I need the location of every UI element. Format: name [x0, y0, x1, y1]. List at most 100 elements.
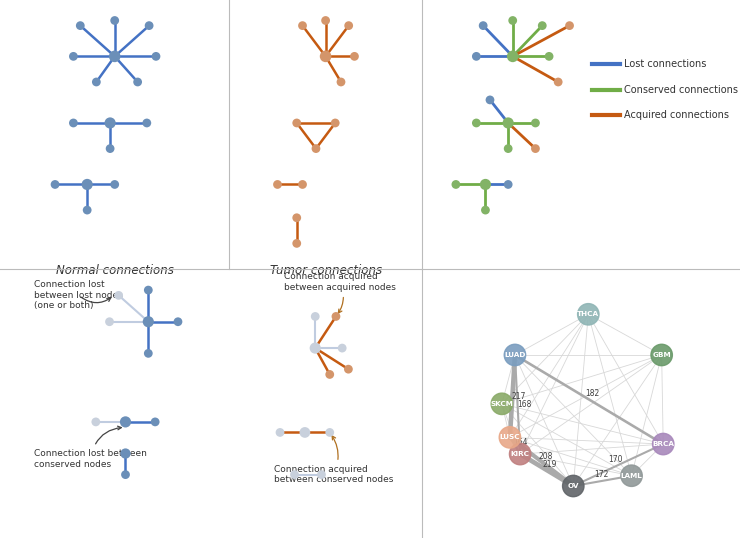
Point	[324, 370, 336, 379]
Point	[81, 206, 93, 214]
Circle shape	[562, 475, 584, 497]
Circle shape	[504, 344, 525, 366]
Point	[291, 239, 303, 247]
Point	[142, 317, 154, 326]
Point	[132, 77, 144, 86]
Point	[543, 52, 555, 61]
Text: LUAD: LUAD	[504, 352, 525, 358]
Text: LAML: LAML	[621, 473, 642, 479]
Text: 164: 164	[514, 438, 528, 447]
Point	[120, 449, 132, 458]
Point	[149, 417, 161, 426]
Point	[120, 417, 132, 426]
Point	[67, 119, 79, 128]
Point	[564, 22, 576, 30]
Point	[315, 470, 327, 479]
Point	[471, 119, 482, 128]
Text: 170: 170	[608, 455, 623, 464]
Circle shape	[653, 433, 674, 455]
Point	[329, 119, 341, 128]
Text: GBM: GBM	[653, 352, 671, 358]
Text: Acquired connections: Acquired connections	[624, 110, 729, 121]
Point	[507, 16, 519, 25]
Text: THCA: THCA	[577, 312, 599, 317]
Text: Normal connections: Normal connections	[56, 264, 174, 277]
Point	[309, 344, 321, 352]
Text: Connection lost between
conserved nodes: Connection lost between conserved nodes	[34, 426, 147, 469]
Text: BRCA: BRCA	[652, 441, 674, 447]
Text: 172: 172	[594, 470, 608, 479]
Point	[104, 144, 116, 153]
Text: Tumor connections: Tumor connections	[269, 264, 382, 277]
Point	[450, 180, 462, 189]
Circle shape	[500, 427, 521, 448]
Point	[552, 77, 564, 86]
Circle shape	[491, 393, 513, 415]
Point	[480, 180, 491, 189]
Text: SKCM: SKCM	[491, 401, 514, 407]
Point	[90, 417, 102, 426]
Point	[81, 180, 93, 189]
Point	[530, 144, 542, 153]
Point	[502, 180, 514, 189]
Point	[109, 180, 121, 189]
Point	[104, 119, 116, 128]
Text: 219: 219	[543, 460, 557, 469]
Point	[172, 317, 184, 326]
Point	[141, 119, 152, 128]
Point	[104, 317, 115, 326]
Text: 182: 182	[585, 390, 599, 398]
Point	[536, 22, 548, 30]
Point	[507, 52, 519, 61]
Text: Connection lost
between lost nodes
(one or both): Connection lost between lost nodes (one …	[34, 280, 123, 310]
Point	[335, 77, 347, 86]
Point	[502, 119, 514, 128]
Text: KIRC: KIRC	[511, 451, 530, 457]
Text: LUSC: LUSC	[500, 434, 520, 441]
Point	[336, 344, 348, 352]
Point	[320, 16, 332, 25]
Text: Conserved connections: Conserved connections	[624, 84, 738, 95]
Point	[343, 22, 354, 30]
Point	[320, 52, 332, 61]
Point	[67, 52, 79, 61]
Point	[309, 312, 321, 321]
Point	[484, 96, 496, 104]
Circle shape	[651, 344, 673, 366]
Point	[349, 52, 360, 61]
Point	[471, 52, 482, 61]
Text: 217: 217	[512, 392, 526, 401]
Point	[109, 16, 121, 25]
Circle shape	[578, 303, 599, 325]
Point	[343, 365, 354, 373]
Point	[291, 119, 303, 128]
Text: 208: 208	[539, 452, 553, 461]
Point	[150, 52, 162, 61]
Point	[74, 22, 87, 30]
Point	[310, 144, 322, 153]
Text: 168: 168	[517, 400, 531, 409]
Point	[144, 22, 155, 30]
Point	[324, 428, 336, 437]
Point	[530, 119, 542, 128]
Point	[297, 180, 309, 189]
Point	[112, 291, 124, 300]
Text: Connection acquired
between acquired nodes: Connection acquired between acquired nod…	[284, 272, 396, 313]
Text: OV: OV	[568, 483, 579, 489]
Point	[299, 428, 311, 437]
Text: Lost connections: Lost connections	[624, 59, 707, 69]
Point	[272, 180, 283, 189]
Point	[480, 206, 491, 214]
Point	[49, 180, 61, 189]
Point	[142, 349, 154, 358]
Point	[289, 470, 300, 479]
Point	[274, 428, 286, 437]
Circle shape	[621, 465, 642, 486]
Point	[502, 144, 514, 153]
Point	[120, 470, 132, 479]
Point	[142, 286, 154, 294]
Point	[109, 52, 121, 61]
Circle shape	[509, 443, 531, 465]
Point	[297, 22, 309, 30]
Point	[477, 22, 489, 30]
